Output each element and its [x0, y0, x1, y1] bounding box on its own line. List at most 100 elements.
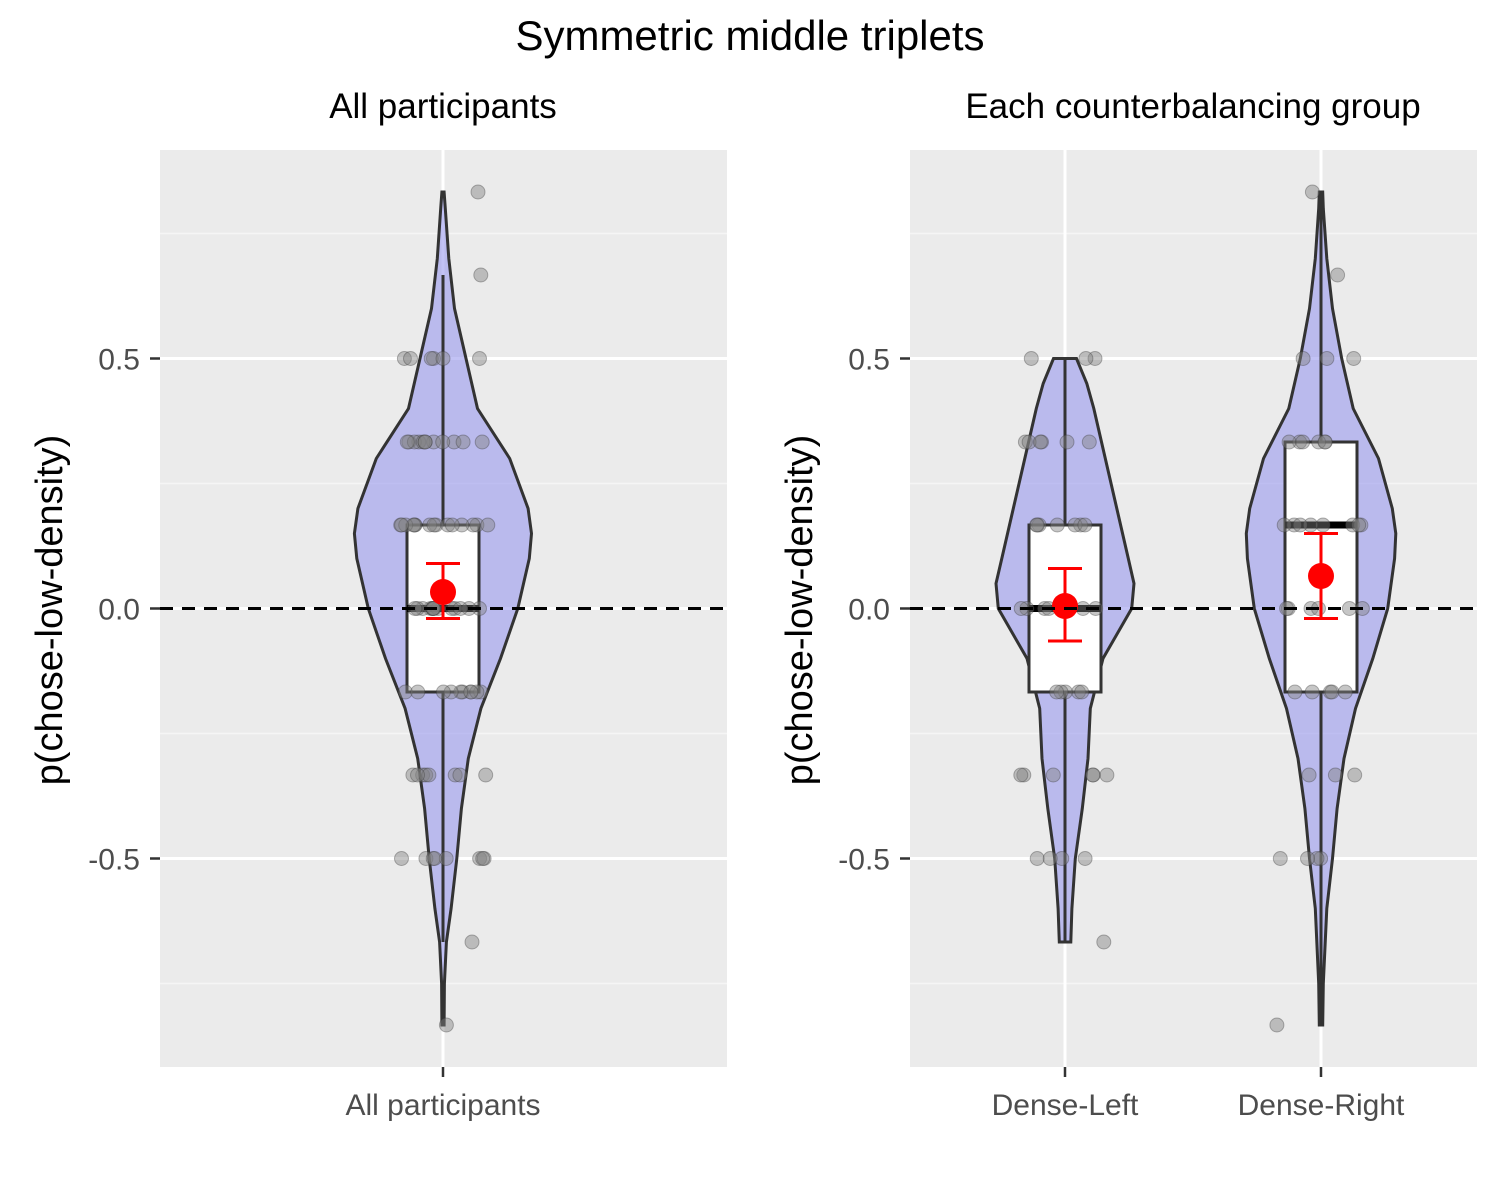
x-tick-label: All participants: [345, 1089, 540, 1122]
data-point: [1085, 767, 1101, 783]
data-point: [472, 351, 487, 366]
data-point: [473, 267, 489, 283]
data-point: [401, 434, 417, 450]
data-point: [1096, 934, 1112, 950]
data-point: [1276, 517, 1292, 533]
data-point: [473, 684, 489, 700]
data-point: [1023, 351, 1039, 366]
mean-point: [1308, 563, 1334, 589]
mean-point: [430, 579, 456, 605]
y-tick-label: 0.5: [98, 344, 140, 377]
data-point: [1099, 767, 1115, 783]
data-point: [476, 851, 492, 866]
data-point: [1087, 351, 1103, 366]
panel-title: Each counterbalancing group: [965, 87, 1420, 126]
data-point: [444, 517, 460, 533]
data-point: [1292, 517, 1308, 533]
data-point: [1337, 684, 1353, 700]
data-point: [417, 434, 433, 450]
data-point: [1017, 434, 1033, 450]
data-point: [464, 934, 480, 950]
data-point: [411, 434, 427, 450]
data-point: [426, 351, 441, 366]
data-point: [1327, 767, 1343, 783]
y-tick-label: 0.0: [848, 594, 890, 627]
data-point: [480, 517, 496, 533]
box: [1283, 440, 1359, 694]
data-point: [1029, 517, 1045, 533]
data-point: [418, 851, 434, 866]
data-point: [446, 434, 462, 450]
mean-point: [1052, 593, 1078, 619]
data-point: [1324, 684, 1340, 700]
data-point: [415, 434, 431, 450]
data-point: [410, 767, 425, 783]
y-tick-label: 0.5: [848, 344, 890, 377]
data-point: [447, 767, 463, 783]
data-point: [421, 767, 437, 783]
data-point: [474, 434, 490, 450]
data-point: [1317, 434, 1333, 450]
data-point: [423, 351, 439, 366]
data-point: [1287, 684, 1303, 700]
data-point: [1295, 351, 1311, 366]
data-point: [1311, 434, 1327, 450]
data-point: [1032, 434, 1048, 450]
data-point: [1304, 684, 1320, 700]
data-point: [1347, 767, 1363, 783]
data-point: [1085, 767, 1101, 783]
data-point: [1281, 434, 1297, 450]
data-point: [478, 767, 494, 783]
data-point: [1074, 684, 1090, 700]
data-point: [406, 434, 422, 450]
data-point: [1031, 517, 1047, 533]
data-point: [1077, 517, 1093, 533]
data-point: [1053, 684, 1069, 700]
data-point: [469, 517, 485, 533]
data-point: [1319, 351, 1335, 366]
data-point: [1295, 434, 1311, 450]
data-point: [399, 434, 415, 450]
data-point: [1045, 767, 1061, 783]
data-point: [426, 517, 442, 533]
data-point: [463, 684, 479, 700]
data-point: [438, 851, 454, 866]
data-point: [1292, 434, 1308, 450]
data-point: [1049, 684, 1065, 700]
data-point: [428, 517, 444, 533]
data-point: [1309, 851, 1325, 866]
data-point: [443, 684, 459, 700]
data-point: [405, 767, 421, 783]
data-point: [426, 434, 442, 450]
main-title: Symmetric middle triplets: [515, 12, 984, 59]
data-point: [463, 684, 479, 700]
y-axis-title: p(chose-low-density): [29, 435, 71, 786]
data-point: [1049, 517, 1065, 533]
data-point: [1345, 517, 1361, 533]
data-point: [407, 517, 423, 533]
data-point: [435, 684, 451, 700]
data-point: [394, 517, 410, 533]
data-point: [1016, 767, 1032, 783]
data-point: [1029, 851, 1045, 866]
data-point: [1073, 517, 1089, 533]
data-point: [1042, 851, 1058, 866]
panel-all-participants: All participants p(chose-low-density) -0…: [29, 87, 727, 1122]
data-point: [1067, 517, 1083, 533]
y-tick-label: -0.5: [88, 844, 140, 877]
data-point: [454, 517, 470, 533]
y-tick-label: 0.0: [98, 594, 140, 627]
data-point: [472, 851, 488, 866]
data-point: [1322, 684, 1338, 700]
x-tick-label: Dense-Right: [1238, 1089, 1405, 1122]
data-point: [394, 851, 409, 866]
data-point: [422, 517, 438, 533]
data-point: [1269, 1017, 1285, 1033]
data-point: [1301, 767, 1317, 783]
data-point: [1351, 517, 1367, 533]
y-axis-title: p(chose-low-density): [779, 435, 821, 786]
data-point: [455, 434, 471, 450]
data-point: [410, 684, 426, 700]
data-point: [1078, 351, 1094, 366]
